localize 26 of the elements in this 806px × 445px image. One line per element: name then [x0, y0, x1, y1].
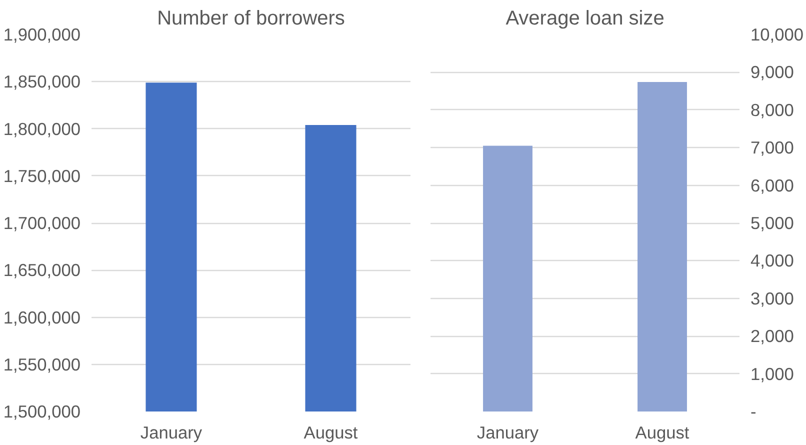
x-tick-label: January — [140, 422, 202, 442]
y-tick-label: 1,800,000 — [3, 118, 81, 139]
y2-tick-label: 2,000 — [750, 326, 794, 346]
x-tick-label: August — [635, 422, 690, 442]
x-tick-label: August — [304, 422, 358, 442]
y-tick-label: 1,750,000 — [3, 166, 81, 186]
chart-title: Number of borrowers — [157, 8, 345, 30]
y2-tick-label: 9,000 — [750, 62, 794, 82]
y2-tick-label: 10,000 — [750, 24, 804, 44]
y-tick-label: 1,600,000 — [3, 307, 81, 328]
y-tick-label: 1,850,000 — [3, 72, 81, 92]
y2-tick-label: - — [750, 402, 756, 422]
y2-tick-label: 3,000 — [750, 288, 794, 308]
chart-title: Average loan size — [506, 8, 664, 30]
y-tick-label: 1,550,000 — [3, 354, 81, 374]
y2-tick-label: 4,000 — [750, 250, 794, 271]
y2-tick-label: 5,000 — [750, 213, 794, 233]
x-tick-label: January — [476, 422, 539, 442]
y-tick-label: 1,900,000 — [3, 24, 81, 44]
y-tick-label: 1,700,000 — [3, 213, 81, 233]
y-tick-label: 1,500,000 — [3, 402, 81, 422]
y2-tick-label: 1,000 — [750, 364, 794, 384]
y2-tick-label: 7,000 — [750, 138, 794, 158]
y2-tick-label: 6,000 — [750, 175, 794, 196]
y-tick-label: 1,650,000 — [3, 260, 81, 280]
y2-tick-label: 8,000 — [750, 100, 794, 120]
